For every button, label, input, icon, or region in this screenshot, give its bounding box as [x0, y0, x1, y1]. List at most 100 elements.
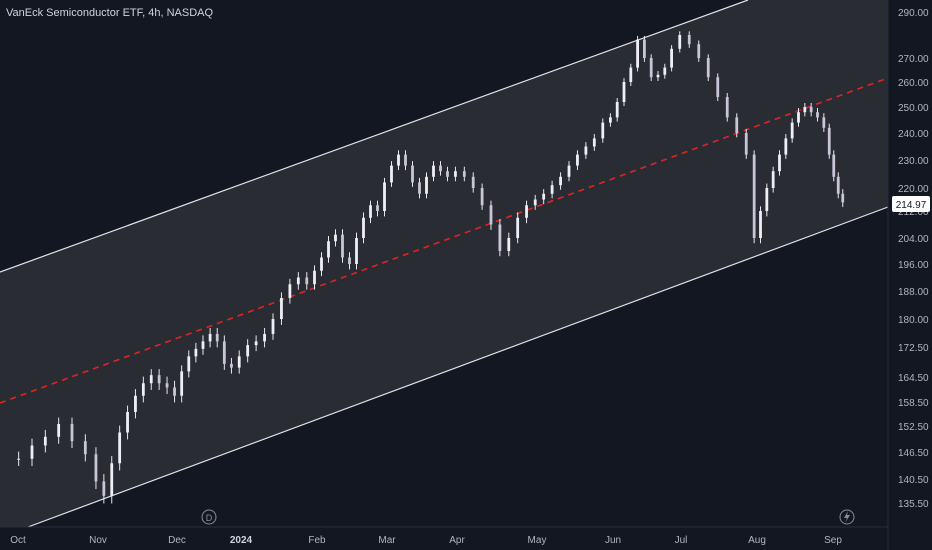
candle-body	[462, 171, 466, 177]
candle-body	[649, 58, 653, 78]
candle-body	[439, 165, 442, 172]
y-tick-label: 188.00	[898, 287, 929, 298]
candle-body	[157, 375, 161, 384]
candle-body	[263, 333, 266, 342]
price-axis[interactable]: 290.00 270.00 260.00 250.00 240.00 230.00 220.…	[898, 8, 929, 510]
y-tick-label: 220.00	[898, 184, 929, 195]
candle-body	[208, 333, 212, 342]
candle-body	[615, 102, 619, 118]
candle-body	[550, 185, 554, 194]
candle-body	[215, 333, 219, 342]
candle-body	[222, 341, 226, 364]
y-tick-label: 290.00	[898, 8, 929, 19]
candle-body	[622, 82, 626, 102]
symbol-title: VanEck Semiconductor ETF, 4h, NASDAQ	[6, 7, 214, 19]
candle-body	[110, 463, 114, 496]
x-tick-label: Jun	[605, 535, 621, 546]
candle-body	[355, 238, 358, 264]
x-tick-label: 2024	[230, 535, 253, 546]
candle-body	[663, 67, 667, 75]
candle-body	[271, 319, 275, 334]
x-tick-label: Dec	[168, 535, 186, 546]
x-tick-label: Mar	[378, 535, 396, 546]
candle-body	[471, 176, 475, 188]
dividend-icon[interactable]: D	[201, 509, 217, 525]
candle-body	[305, 277, 309, 285]
candle-body	[149, 375, 153, 384]
channel-upper-line[interactable]	[0, 0, 749, 273]
x-tick-label: Apr	[449, 535, 465, 546]
candle-body	[841, 193, 845, 203]
candle-body	[771, 171, 775, 188]
candle-body	[489, 205, 493, 225]
candle-body	[348, 257, 351, 264]
candle-body	[725, 97, 729, 118]
candle-body	[559, 176, 562, 186]
x-tick-label: Oct	[10, 535, 26, 546]
x-tick-label: Sep	[824, 535, 842, 546]
candle-body	[797, 112, 800, 123]
candle-body	[516, 217, 520, 238]
candle-body	[636, 39, 639, 68]
candle-body	[94, 454, 98, 482]
candle-body	[525, 205, 528, 218]
candle-body	[446, 171, 449, 177]
candle-body	[432, 165, 435, 177]
candle-body	[43, 436, 47, 446]
channel-lower-line[interactable]	[27, 206, 889, 528]
candle-body	[609, 117, 612, 123]
channel-median-line[interactable]	[0, 77, 889, 404]
candle-body	[584, 146, 588, 155]
candle-body	[752, 154, 756, 238]
candle-body	[313, 270, 316, 285]
y-tick-label: 146.50	[898, 448, 929, 459]
candle-body	[141, 383, 145, 396]
x-tick-label: Jul	[675, 535, 688, 546]
candle-body	[678, 35, 682, 49]
y-tick-label: 164.50	[898, 373, 929, 384]
candle-body	[383, 182, 386, 211]
candle-body	[369, 205, 372, 218]
candle-body	[296, 277, 300, 285]
candle-body	[533, 199, 537, 206]
last-price-tag: 214.97	[892, 196, 930, 212]
candle-body	[592, 138, 596, 147]
candle-body	[480, 188, 484, 206]
candle-body	[165, 383, 169, 388]
candle-body	[832, 154, 836, 177]
candle-body	[404, 154, 407, 166]
candle-body	[816, 112, 819, 118]
last-price-label: 214.97	[896, 200, 927, 211]
candle-body	[778, 154, 781, 172]
candle-body	[57, 424, 61, 437]
candle-body	[187, 356, 191, 372]
candle-body	[397, 154, 400, 166]
candle-body	[418, 182, 421, 194]
parallel-channel-fill	[0, 0, 888, 527]
candle-body	[827, 127, 831, 155]
candle-body	[670, 48, 673, 68]
y-tick-label: 204.00	[898, 234, 929, 245]
candle-body	[803, 107, 807, 113]
candle-body	[118, 432, 122, 464]
time-axis[interactable]: Oct Nov Dec 2024 Feb Mar Apr May Jun Jul Aug Sep	[10, 535, 842, 546]
y-tick-label: 158.50	[898, 398, 929, 409]
candle-body	[254, 341, 258, 346]
candle-body	[134, 395, 137, 412]
y-tick-label: 196.00	[898, 260, 929, 271]
lightning-icon[interactable]	[839, 509, 855, 525]
candle-body	[17, 458, 21, 460]
y-tick-label: 172.50	[898, 343, 929, 354]
candle-body	[809, 107, 813, 113]
y-tick-label: 180.00	[898, 315, 929, 326]
candle-body	[790, 122, 794, 139]
candle-body	[643, 39, 646, 58]
candle-body	[83, 441, 87, 455]
candle-body	[542, 193, 546, 200]
candle-body	[744, 133, 748, 155]
candle-body	[237, 356, 241, 368]
x-tick-label: Nov	[89, 535, 107, 546]
candle-body	[567, 165, 571, 177]
candle-body	[201, 341, 205, 349]
